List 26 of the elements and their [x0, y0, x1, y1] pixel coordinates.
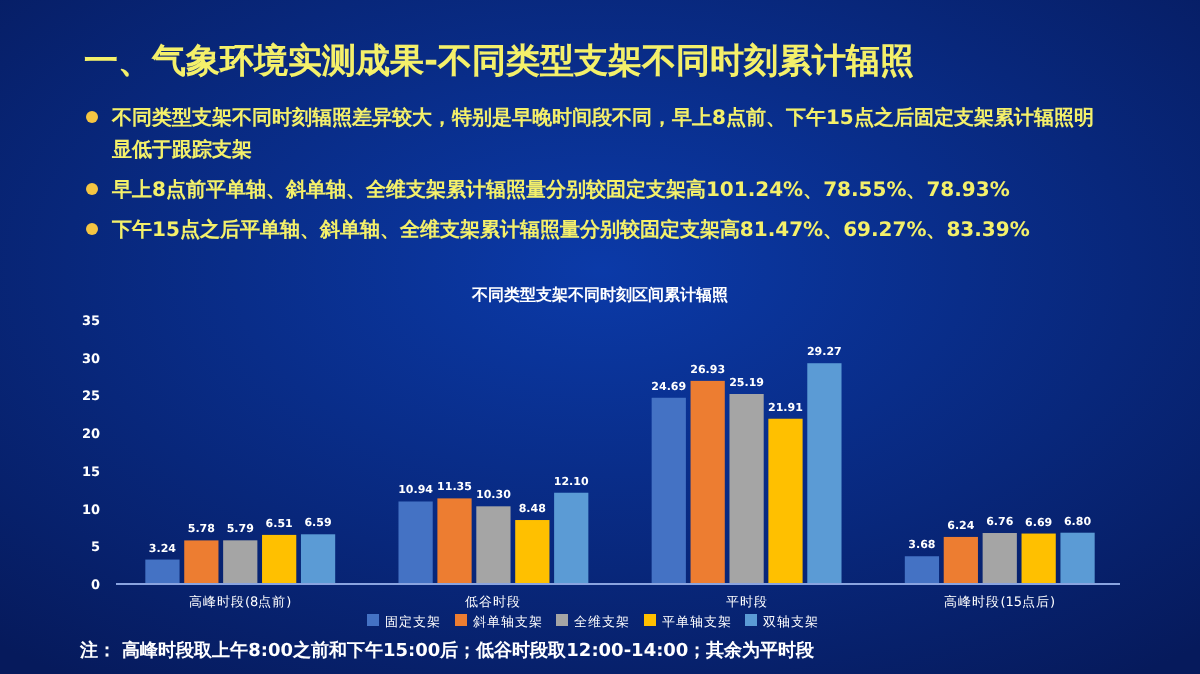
bar	[1021, 533, 1056, 584]
text: 早上8点前平单轴、斜单轴、全维支架累计辐照量分别较固定支架高101.24%、78.55%、78.93%	[110, 178, 1010, 202]
bar	[437, 498, 472, 584]
bar	[398, 501, 433, 584]
bar	[145, 559, 180, 584]
bar	[300, 534, 336, 584]
bar	[1060, 532, 1095, 584]
bar	[184, 540, 219, 584]
bar	[904, 556, 940, 584]
bar	[768, 418, 803, 584]
bar	[807, 363, 842, 584]
bar	[729, 394, 764, 584]
text: 不同类型支架不同时刻辐照差异较大，特别是早晚时间段不同，早上8点前、下午15点之后固定支架累计辐照明显低于跟踪支架	[110, 106, 1094, 162]
bar	[262, 534, 297, 584]
chart-subtitle: 不同类型支架不同时刻区间累计辐照	[470, 284, 728, 304]
bar	[476, 506, 511, 584]
bar	[651, 397, 686, 584]
bar	[554, 492, 589, 584]
chart-title: 一、气象环境实测成果-不同类型支架不同时刻累计辐照	[84, 42, 915, 82]
bar	[690, 380, 725, 584]
bar	[515, 520, 550, 584]
bar	[982, 533, 1017, 584]
text: 注： 高峰时段取上午8:00之前和下午15:00后；低谷时段取12:00-14:00；其余为平时段	[78, 640, 817, 662]
bar	[223, 540, 258, 584]
text: 下午15点之后平单轴、斜单轴、全维支架累计辐照量分别较固定支架高81.47%、69.27%、83.39%	[110, 218, 1030, 242]
bar	[943, 536, 978, 584]
